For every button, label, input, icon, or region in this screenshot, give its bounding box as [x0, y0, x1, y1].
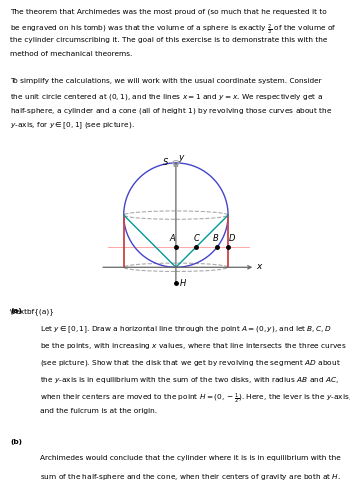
- Text: \textbf{(a)}: \textbf{(a)}: [10, 308, 55, 315]
- Text: (b): (b): [10, 439, 22, 444]
- Text: (a): (a): [10, 308, 22, 314]
- Text: the cylinder circumscribing it. The goal of this exercise is to demonstrate this: the cylinder circumscribing it. The goal…: [10, 37, 328, 42]
- Text: be engraved on his tomb) was that the volume of a sphere is exactly $\frac{2}{3}: be engraved on his tomb) was that the vo…: [10, 23, 337, 37]
- Text: B: B: [212, 234, 218, 243]
- Text: $S$: $S$: [162, 156, 169, 167]
- Text: half-sphere, a cylinder and a cone (all of height $1$) by revolving those curves: half-sphere, a cylinder and a cone (all …: [10, 106, 333, 116]
- Text: $y$-axis, for $y\in[0,1]$ (see picture).: $y$-axis, for $y\in[0,1]$ (see picture).: [10, 120, 135, 131]
- Text: Archimedes would conclude that the cylinder where it is is in equilibrium with t: Archimedes would conclude that the cylin…: [40, 455, 341, 461]
- Text: the unit circle centered at $(0,1)$, and the lines $x=1$ and $y=x$. We respectiv: the unit circle centered at $(0,1)$, and…: [10, 93, 323, 102]
- Text: and the fulcrum is at the origin.: and the fulcrum is at the origin.: [40, 408, 157, 415]
- Text: $H$: $H$: [179, 278, 187, 288]
- Text: $x$: $x$: [256, 262, 264, 271]
- Text: when their centers are moved to the point $H=(0,-\frac{1}{2})$. Here, the lever : when their centers are moved to the poin…: [40, 391, 350, 406]
- Text: $y$: $y$: [178, 153, 186, 164]
- Text: the $y$-axis is in equilibrium with the sum of the two disks, with radius $AB$ a: the $y$-axis is in equilibrium with the …: [40, 375, 339, 385]
- Text: method of mechanical theorems.: method of mechanical theorems.: [10, 51, 133, 56]
- Text: The theorem that Archimedes was the most proud of (so much that he requested it : The theorem that Archimedes was the most…: [10, 9, 327, 15]
- Text: D: D: [229, 234, 235, 243]
- Text: (see picture). Show that the disk that we get by revolving the segment $AD$ abou: (see picture). Show that the disk that w…: [40, 358, 341, 368]
- Text: C: C: [194, 234, 200, 243]
- Text: To simplify the calculations, we will work with the usual coordinate system. Con: To simplify the calculations, we will wo…: [10, 79, 322, 84]
- Text: Let $y\in[0,1]$. Draw a horizontal line through the point $A=(0,y)$, and let $B,: Let $y\in[0,1]$. Draw a horizontal line …: [40, 324, 332, 335]
- Text: be the points, with increasing $x$ values, where that line intersects the three : be the points, with increasing $x$ value…: [40, 341, 347, 351]
- Text: A: A: [169, 234, 175, 243]
- Text: sum of the half-sphere and the cone, when their centers of gravity are both at $: sum of the half-sphere and the cone, whe…: [40, 472, 341, 482]
